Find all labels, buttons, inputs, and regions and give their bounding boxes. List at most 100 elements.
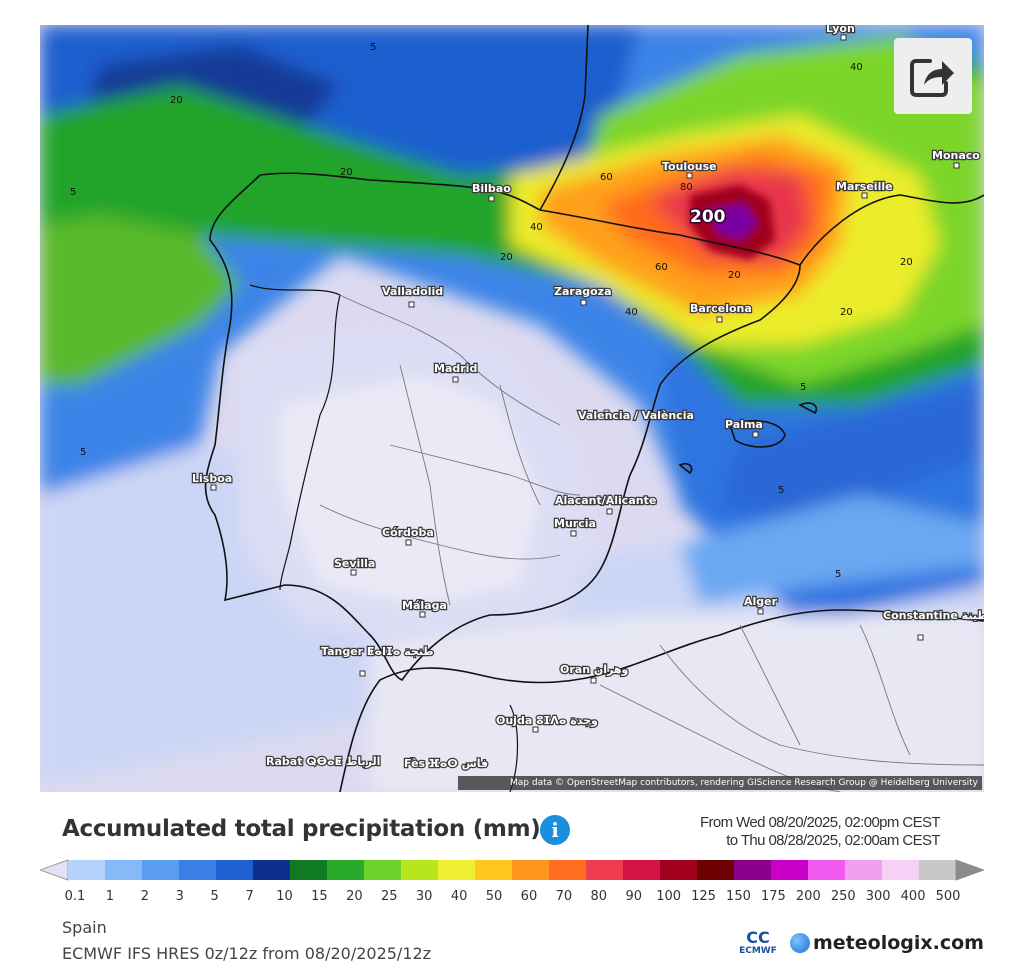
contour-label: 60 (600, 172, 613, 183)
city-valladolid: Valladolid (382, 285, 443, 298)
legend-swatch (882, 860, 920, 880)
city-marker (405, 539, 412, 546)
contour-label: 5 (70, 187, 76, 198)
city-zaragoza: Zaragoza (554, 285, 612, 298)
meteologix-logo[interactable]: meteologix.com (790, 932, 984, 954)
city-labels: Lyon Monaco Marseille Toulouse Bilbao Za… (191, 25, 984, 771)
legend-swatch (623, 860, 661, 880)
legend-swatch (401, 860, 439, 880)
legend-tick-label: 90 (625, 889, 642, 904)
precipitation-map[interactable]: 5 20 20 40 60 80 40 60 40 20 5 5 5 5 5 2… (40, 25, 984, 792)
ecmwf-logo: ϹϹ ECMWF (738, 930, 778, 964)
contour-label: 20 (840, 307, 853, 318)
legend-tick-label: 500 (935, 889, 961, 904)
legend-tick-label: 7 (245, 889, 254, 904)
legend-tick-label: 3 (175, 889, 184, 904)
contour-label: 5 (835, 569, 841, 580)
legend-swatch (327, 860, 365, 880)
legend-tick-label: 60 (520, 889, 538, 904)
city-lisboa: Lisboa (192, 472, 232, 485)
legend-swatch (68, 860, 106, 880)
precipitation-field (40, 25, 984, 792)
globe-icon (790, 933, 810, 953)
legend-tick-label: 400 (900, 889, 926, 904)
city-marker (953, 162, 960, 169)
legend-swatch (955, 859, 984, 881)
legend-swatch (290, 860, 328, 880)
contour-label: 20 (170, 95, 183, 106)
legend-tick-label: 15 (311, 889, 328, 904)
city-malaga: Málaga (402, 599, 447, 612)
legend-tick-label: 1 (105, 889, 115, 904)
contour-label: 40 (530, 222, 543, 233)
city-marker (716, 316, 723, 323)
max-precip-label: 200 (690, 207, 726, 227)
legend-swatch (808, 860, 846, 880)
city-valencia: Valencia / València (578, 409, 694, 422)
legend-swatch (697, 860, 735, 880)
admin-borders (319, 294, 984, 792)
contour-label: 20 (340, 167, 353, 178)
city-cordoba: Córdoba (382, 526, 434, 539)
legend-swatch (105, 860, 143, 880)
city-marseille: Marseille (836, 180, 893, 193)
region-label: Spain (62, 918, 107, 937)
legend-tick-label: 30 (415, 889, 433, 904)
legend-swatch (771, 860, 809, 880)
ecmwf-text: ECMWF (739, 946, 777, 956)
legend-swatch (549, 860, 587, 880)
city-marker (359, 670, 366, 677)
city-marker (686, 172, 693, 179)
legend-swatch (734, 860, 772, 880)
legend-tick-label: 125 (691, 889, 716, 904)
legend-swatch (253, 860, 291, 880)
city-monaco: Monaco (932, 149, 980, 162)
legend-swatch (364, 860, 402, 880)
contour-label: 40 (850, 62, 863, 73)
legend-swatch (40, 859, 69, 881)
contour-label: 5 (80, 447, 86, 458)
share-button[interactable] (894, 38, 972, 114)
contour-labels: 5 20 20 40 60 80 40 60 40 20 5 5 5 5 5 2… (70, 42, 913, 580)
legend-tick-label: 200 (795, 889, 821, 904)
legend-tick-label: 80 (590, 889, 608, 904)
city-rabat: Rabat ⵕⴱⴰⵟ الرباط (266, 755, 380, 768)
city-sevilla: Sevilla (334, 557, 375, 570)
city-oujda: Oujda ⵓⵊⴷⴰ وجدة (496, 714, 598, 727)
period-end: to Thu 08/28/2025, 02:00am CEST (726, 832, 940, 849)
contour-label: 5 (370, 42, 376, 53)
city-marker (570, 530, 577, 537)
legend-tick-label: 70 (555, 889, 573, 904)
city-constantine: Constantine قسنطينة (883, 609, 984, 622)
legend-tick-label: 40 (450, 889, 468, 904)
contour-label: 80 (680, 182, 693, 193)
legend-tick-label: 10 (276, 889, 293, 904)
info-icon[interactable]: i (540, 815, 570, 845)
city-marker (606, 508, 613, 515)
legend-swatch (142, 860, 180, 880)
city-alicante: Alacant/Alicante (555, 494, 656, 507)
city-marker (590, 677, 597, 684)
legend-tick-label: 300 (865, 889, 891, 904)
contour-label: 5 (778, 485, 784, 496)
city-marker (210, 484, 217, 491)
city-marker (603, 409, 610, 416)
coastlines (204, 25, 984, 792)
map-attribution[interactable]: Map data © OpenStreetMap contributors, r… (458, 776, 982, 790)
legend-labels: 0.1 1 2 3 5 7 10 15 20 25 30 40 50 60 70 80 90 100 125 150 1… (0, 889, 1024, 907)
city-marker (408, 301, 415, 308)
city-barcelona: Barcelona (690, 302, 752, 315)
contour-label: 40 (625, 307, 638, 318)
city-marker (752, 431, 759, 438)
legend-tick-label: 250 (830, 889, 856, 904)
legend-tick-label: 50 (485, 889, 503, 904)
contour-label: 20 (900, 257, 913, 268)
color-legend (40, 859, 984, 881)
city-oran: Oran وهران (560, 663, 628, 676)
city-fes: Fès ⴼⴰⵙ فاس (404, 757, 488, 770)
contour-label: 60 (655, 262, 668, 273)
legend-tick-label: 25 (380, 889, 398, 904)
legend-swatch (438, 860, 476, 880)
city-alger: Alger (744, 595, 778, 608)
city-palma: Palma (725, 418, 763, 431)
